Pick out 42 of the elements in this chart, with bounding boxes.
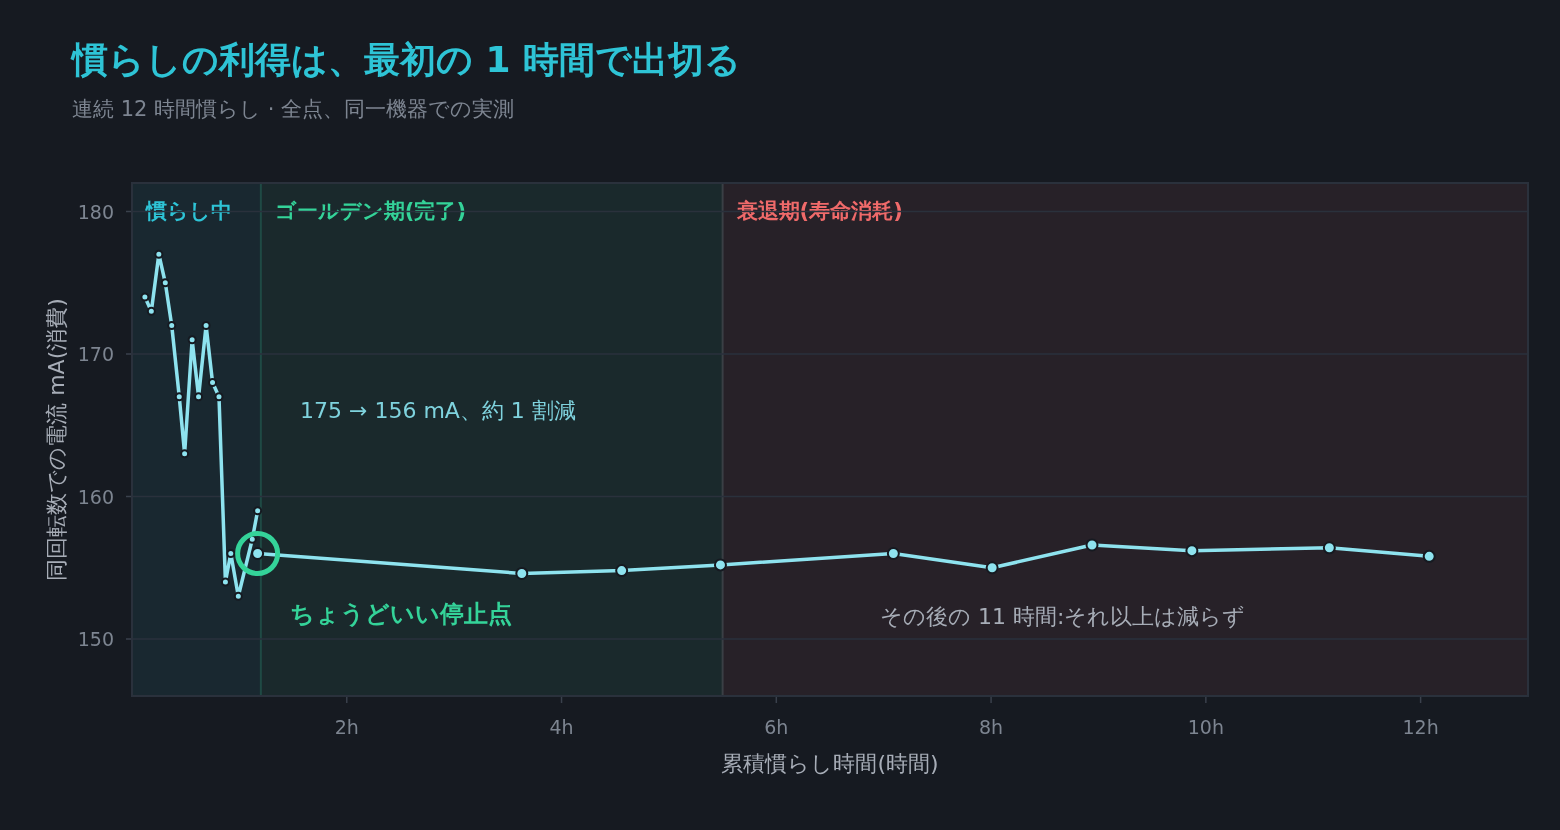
point <box>154 249 164 259</box>
point <box>886 547 900 560</box>
point <box>214 392 224 402</box>
point <box>985 561 999 575</box>
point <box>1322 541 1336 555</box>
chart-title: 慣らしの利得は、最初の 1 時間で出切る <box>70 39 742 80</box>
point <box>713 558 727 572</box>
x-tick-label: 12h <box>1402 716 1439 738</box>
point <box>187 335 197 345</box>
y-tick-label: 170 <box>77 343 114 365</box>
point <box>253 506 263 516</box>
point <box>180 449 190 459</box>
point <box>615 564 629 578</box>
point <box>1085 538 1099 552</box>
x-tick-label: 6h <box>764 716 789 738</box>
x-tick-label: 8h <box>979 716 1004 738</box>
chart-subtitle: 連続 12 時間慣らし · 全点、同一機器での実測 <box>72 97 515 121</box>
x-tick-label: 2h <box>334 716 359 738</box>
point <box>515 566 529 580</box>
point <box>174 392 184 402</box>
x-tick-label: 4h <box>549 716 574 738</box>
point <box>160 278 170 288</box>
point <box>208 378 218 387</box>
point <box>146 306 156 316</box>
point <box>226 549 236 558</box>
annotation: ちょうどいい停止点 <box>289 599 512 628</box>
point <box>201 321 211 330</box>
point <box>1185 544 1199 558</box>
point <box>220 577 230 587</box>
y-tick-label: 160 <box>77 485 114 508</box>
point <box>1422 549 1436 563</box>
annotation: その後の 11 時間:それ以上は減らず <box>880 604 1246 629</box>
x-axis-title: 累積慣らし時間(時間) <box>721 751 939 776</box>
point <box>194 392 204 402</box>
y-axis-title: 同回転数での電流 mA(消費) <box>44 298 69 581</box>
x-tick-label: 10h <box>1187 716 1224 738</box>
annotation: 175 → 156 mA、約 1 割減 <box>300 398 576 423</box>
y-tick-label: 150 <box>77 628 114 650</box>
point <box>233 591 243 601</box>
y-tick-label: 180 <box>77 200 114 223</box>
point <box>140 292 150 302</box>
point <box>167 321 177 330</box>
